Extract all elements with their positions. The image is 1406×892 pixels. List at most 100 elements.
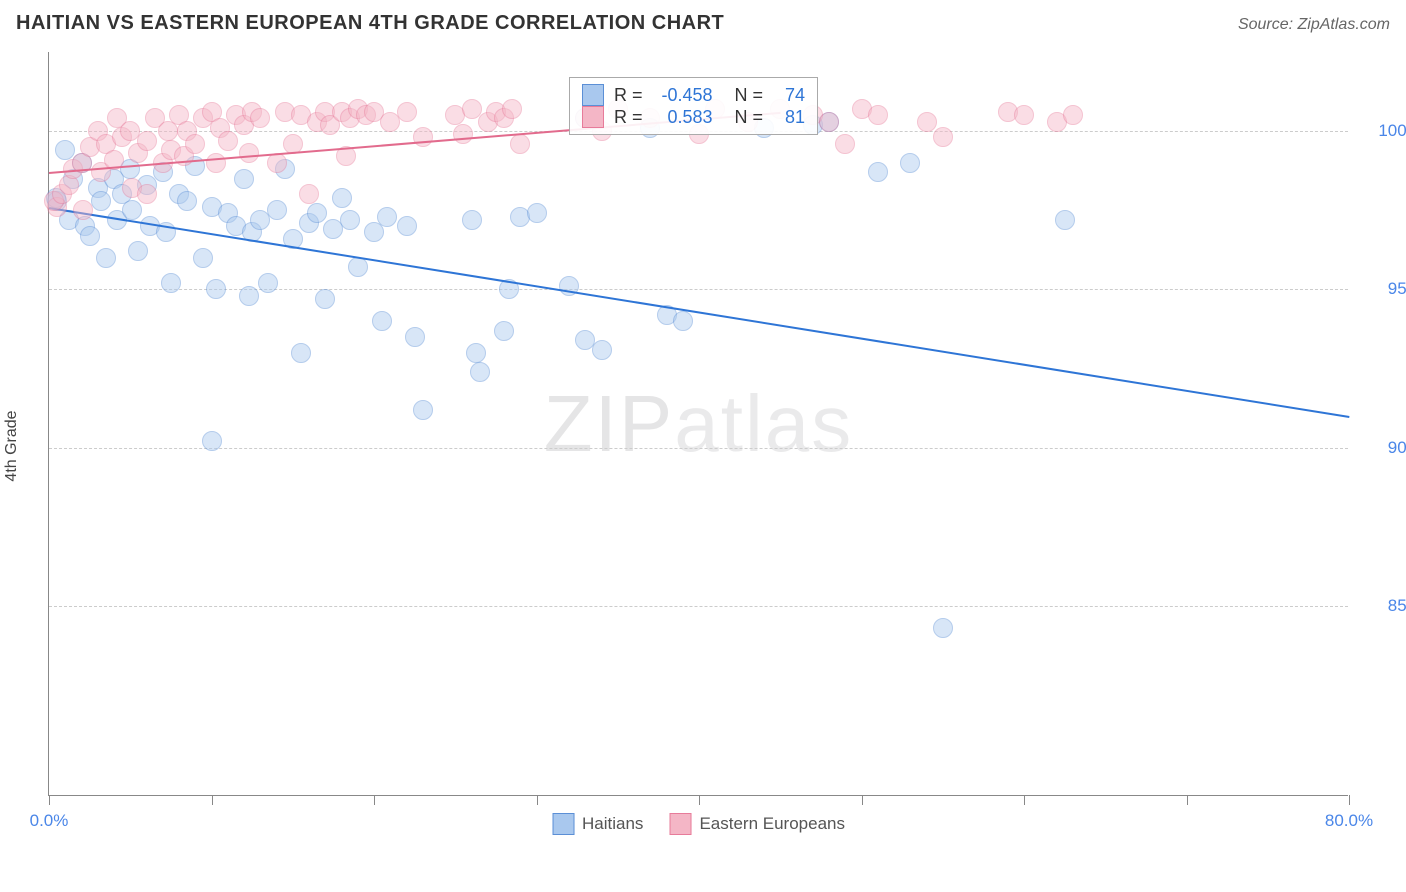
y-tick-label: 95.0% xyxy=(1356,279,1406,299)
legend-item: Haitians xyxy=(552,813,643,835)
legend-item: Eastern Europeans xyxy=(669,813,845,835)
gridline xyxy=(49,448,1348,449)
watermark-thin: atlas xyxy=(674,379,853,468)
data-point xyxy=(307,203,327,223)
data-point xyxy=(91,191,111,211)
data-point xyxy=(494,321,514,341)
data-point xyxy=(364,222,384,242)
data-point xyxy=(933,618,953,638)
data-point xyxy=(413,127,433,147)
data-point xyxy=(239,286,259,306)
x-tick-mark xyxy=(1024,795,1025,805)
data-point xyxy=(299,184,319,204)
x-tick-mark xyxy=(49,795,50,805)
stat-r-value: -0.458 xyxy=(653,85,713,106)
data-point xyxy=(267,200,287,220)
data-point xyxy=(291,343,311,363)
stat-r-label: R = xyxy=(614,107,643,128)
data-point xyxy=(202,431,222,451)
stat-n-value: 81 xyxy=(773,107,805,128)
data-point xyxy=(122,200,142,220)
data-point xyxy=(206,153,226,173)
legend-swatch xyxy=(582,106,604,128)
x-tick-mark xyxy=(212,795,213,805)
data-point xyxy=(96,248,116,268)
data-point xyxy=(234,169,254,189)
stat-r-label: R = xyxy=(614,85,643,106)
y-tick-label: 100.0% xyxy=(1356,121,1406,141)
y-tick-label: 85.0% xyxy=(1356,596,1406,616)
stat-n-label: N = xyxy=(735,107,764,128)
x-tick-mark xyxy=(374,795,375,805)
legend-swatch xyxy=(669,813,691,835)
gridline xyxy=(49,606,1348,607)
y-axis-label: 4th Grade xyxy=(3,410,21,481)
data-point xyxy=(470,362,490,382)
x-tick-mark xyxy=(699,795,700,805)
data-point xyxy=(1055,210,1075,230)
data-point xyxy=(466,343,486,363)
data-point xyxy=(1014,105,1034,125)
data-point xyxy=(193,248,213,268)
source-label: Source: ZipAtlas.com xyxy=(1238,16,1390,34)
y-tick-label: 90.0% xyxy=(1356,438,1406,458)
watermark: ZIPatlas xyxy=(544,378,853,470)
data-point xyxy=(819,112,839,132)
data-point xyxy=(137,184,157,204)
trend-line xyxy=(49,207,1349,418)
data-point xyxy=(868,162,888,182)
data-point xyxy=(177,191,197,211)
data-point xyxy=(933,127,953,147)
data-point xyxy=(239,143,259,163)
data-point xyxy=(1063,105,1083,125)
stat-r-value: 0.583 xyxy=(653,107,713,128)
data-point xyxy=(868,105,888,125)
watermark-bold: ZIP xyxy=(544,379,674,468)
legend-label: Eastern Europeans xyxy=(699,814,845,834)
data-point xyxy=(397,216,417,236)
x-tick-mark xyxy=(1349,795,1350,805)
x-tick-label: 80.0% xyxy=(1325,811,1373,831)
data-point xyxy=(510,134,530,154)
data-point xyxy=(80,226,100,246)
data-point xyxy=(900,153,920,173)
data-point xyxy=(502,99,522,119)
x-tick-label: 0.0% xyxy=(30,811,69,831)
data-point xyxy=(377,207,397,227)
legend-label: Haitians xyxy=(582,814,643,834)
data-point xyxy=(258,273,278,293)
chart-container: HAITIAN VS EASTERN EUROPEAN 4TH GRADE CO… xyxy=(0,0,1406,892)
plot-area: ZIPatlas 85.0%90.0%95.0%100.0%0.0%80.0%R… xyxy=(48,52,1348,796)
data-point xyxy=(673,311,693,331)
data-point xyxy=(73,200,93,220)
data-point xyxy=(405,327,425,347)
x-tick-mark xyxy=(862,795,863,805)
data-point xyxy=(206,279,226,299)
x-tick-mark xyxy=(1187,795,1188,805)
x-tick-mark xyxy=(537,795,538,805)
data-point xyxy=(348,257,368,277)
stats-row: R = -0.458 N = 74 xyxy=(582,84,805,106)
header: HAITIAN VS EASTERN EUROPEAN 4TH GRADE CO… xyxy=(16,12,1390,35)
data-point xyxy=(218,131,238,151)
legend-swatch xyxy=(552,813,574,835)
chart-title: HAITIAN VS EASTERN EUROPEAN 4TH GRADE CO… xyxy=(16,12,724,35)
data-point xyxy=(372,311,392,331)
data-point xyxy=(128,241,148,261)
data-point xyxy=(250,108,270,128)
stats-box: R = -0.458 N = 74 R = 0.583 N = 81 xyxy=(569,77,818,135)
stat-n-value: 74 xyxy=(773,85,805,106)
data-point xyxy=(397,102,417,122)
data-point xyxy=(161,273,181,293)
data-point xyxy=(185,134,205,154)
data-point xyxy=(332,188,352,208)
data-point xyxy=(592,340,612,360)
data-point xyxy=(527,203,547,223)
data-point xyxy=(137,131,157,151)
legend: Haitians Eastern Europeans xyxy=(552,813,845,835)
data-point xyxy=(917,112,937,132)
data-point xyxy=(413,400,433,420)
stat-n-label: N = xyxy=(735,85,764,106)
data-point xyxy=(315,289,335,309)
data-point xyxy=(835,134,855,154)
